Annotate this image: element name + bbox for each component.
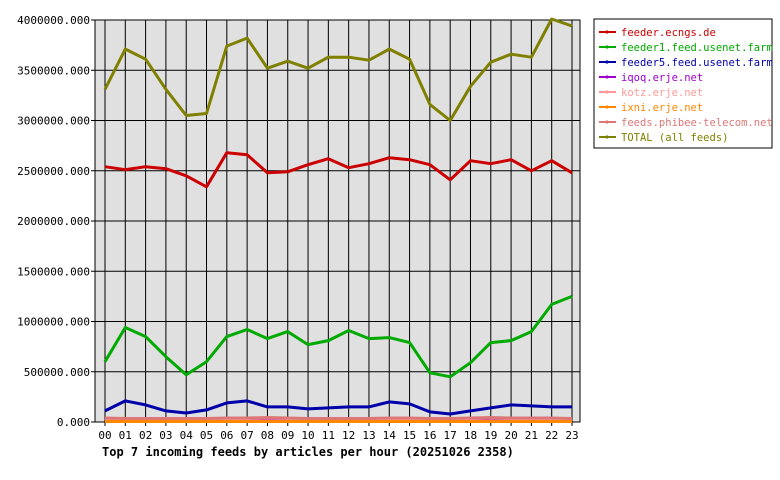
x-tick-label: 02 <box>139 429 152 442</box>
x-tick-label: 00 <box>98 429 111 442</box>
legend <box>593 18 773 149</box>
chart-title: Top 7 incoming feeds by articles per hou… <box>102 445 514 459</box>
legend-label: iqoq.erje.net <box>621 72 703 84</box>
x-tick-label: 07 <box>241 429 254 442</box>
y-axis-ticks: 0.000 500000.000 1000000.000 1500000.000 200… <box>17 14 95 429</box>
y-tick-label: 3500000.000 <box>17 64 90 77</box>
y-tick-label: 500000.000 <box>24 366 90 379</box>
x-tick-label: 19 <box>484 429 497 442</box>
y-tick-label: 0.000 <box>57 416 90 429</box>
x-tick-label: 11 <box>322 429 335 442</box>
x-tick-label: 23 <box>565 429 578 442</box>
y-tick-label: 3000000.000 <box>17 115 90 128</box>
legend-marker <box>605 45 609 49</box>
x-tick-label: 17 <box>444 429 457 442</box>
x-tick-label: 04 <box>180 429 194 442</box>
x-tick-label: 05 <box>200 429 213 442</box>
x-tick-label: 18 <box>464 429 477 442</box>
legend-marker <box>605 135 609 139</box>
legend-label: feeds.phibee-telecom.net <box>621 117 773 129</box>
y-tick-label: 2000000.000 <box>17 215 90 228</box>
x-tick-label: 09 <box>281 429 294 442</box>
x-tick-label: 22 <box>545 429 558 442</box>
y-tick-label: 4000000.000 <box>17 14 90 27</box>
legend-items: feeder.ecngs.de feeder1.feed.usenet.farm f… <box>599 27 773 144</box>
legend-label: feeder.ecngs.de <box>621 27 716 39</box>
y-tick-label: 1500000.000 <box>17 265 90 278</box>
series-line-7 <box>103 17 573 122</box>
series-line-2 <box>104 399 572 416</box>
x-tick-label: 03 <box>159 429 172 442</box>
legend-label: ixni.erje.net <box>621 102 703 114</box>
x-tick-label: 12 <box>342 429 355 442</box>
x-tick-label: 15 <box>403 429 416 442</box>
x-axis-ticks: 00 01 02 03 04 05 06 07 08 09 10 11 12 13 14 15 16 17 18 19… <box>98 422 579 442</box>
legend-marker <box>605 90 609 94</box>
x-tick-label: 01 <box>119 429 132 442</box>
series-lines <box>103 17 573 423</box>
x-tick-label: 16 <box>423 429 436 442</box>
x-tick-label: 13 <box>362 429 375 442</box>
legend-label: TOTAL (all feeds) <box>621 132 728 144</box>
y-tick-label: 2500000.000 <box>17 165 90 178</box>
legend-label: feeder1.feed.usenet.farm <box>621 42 773 54</box>
series-line-1 <box>103 295 573 379</box>
series-line-6 <box>104 416 573 420</box>
legend-marker <box>605 60 609 64</box>
legend-label: feeder5.feed.usenet.farm <box>621 57 773 69</box>
x-tick-label: 10 <box>301 429 314 442</box>
x-tick-label: 06 <box>220 429 233 442</box>
x-tick-label: 21 <box>525 429 538 442</box>
y-tick-label: 1000000.000 <box>17 316 90 329</box>
legend-marker <box>605 75 609 79</box>
x-tick-label: 14 <box>383 429 397 442</box>
legend-marker <box>605 30 609 34</box>
x-tick-label: 08 <box>261 429 274 442</box>
legend-marker <box>605 120 609 124</box>
x-tick-label: 20 <box>504 429 517 442</box>
series-line-0 <box>104 151 573 189</box>
legend-label: kotz.erje.net <box>621 87 703 99</box>
legend-marker <box>605 105 609 109</box>
